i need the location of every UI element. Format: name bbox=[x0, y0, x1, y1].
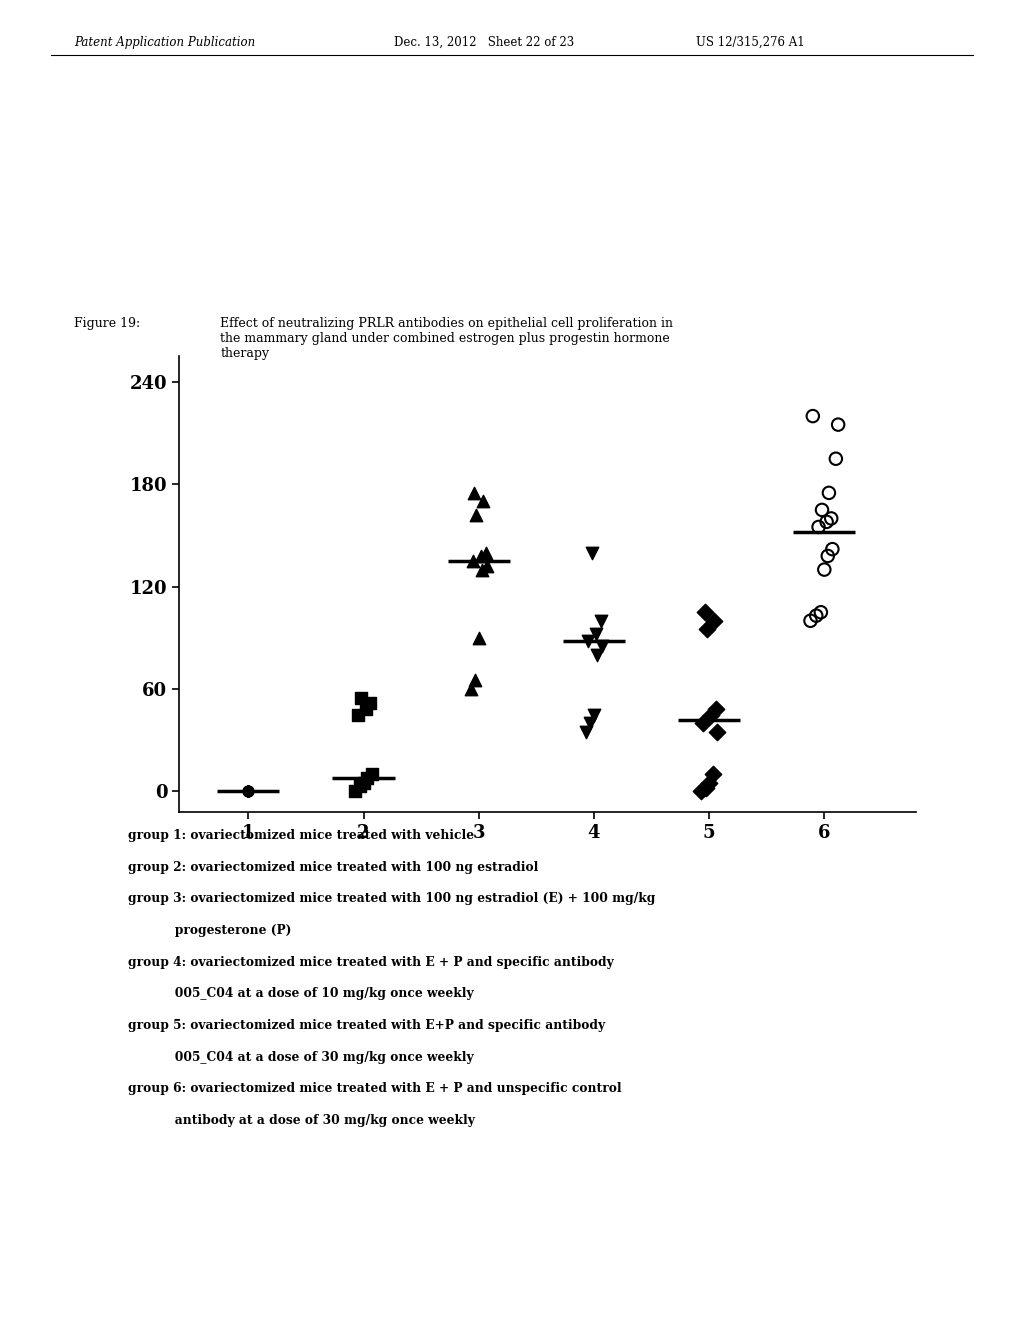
Point bbox=[816, 560, 833, 581]
Text: group 3: ovariectomized mice treated with 100 ng estradiol (E) + 100 mg/kg: group 3: ovariectomized mice treated wit… bbox=[128, 892, 655, 906]
Point bbox=[808, 605, 824, 626]
Point bbox=[820, 482, 837, 503]
Point bbox=[240, 780, 256, 801]
Point bbox=[827, 449, 844, 470]
Point bbox=[478, 556, 495, 577]
Point bbox=[467, 671, 483, 692]
Point bbox=[586, 704, 602, 725]
Point bbox=[706, 610, 722, 631]
Point bbox=[240, 780, 256, 801]
Point bbox=[362, 692, 379, 713]
Point bbox=[466, 482, 482, 503]
Point bbox=[589, 644, 605, 665]
Point bbox=[814, 499, 830, 520]
Point bbox=[473, 545, 489, 566]
Text: progesterone (P): progesterone (P) bbox=[128, 924, 292, 937]
Point bbox=[803, 610, 819, 631]
Text: group 1: ovariectomized mice treated with vehicle: group 1: ovariectomized mice treated wit… bbox=[128, 829, 474, 842]
Point bbox=[240, 780, 256, 801]
Point bbox=[819, 545, 836, 566]
Point bbox=[829, 414, 846, 436]
Text: group 5: ovariectomized mice treated with E+P and specific antibody: group 5: ovariectomized mice treated wit… bbox=[128, 1019, 605, 1032]
Point bbox=[468, 504, 484, 525]
Point bbox=[705, 764, 721, 785]
Point bbox=[349, 704, 366, 725]
Point bbox=[703, 704, 720, 725]
Point bbox=[358, 767, 375, 788]
Point bbox=[240, 780, 256, 801]
Text: antibody at a dose of 30 mg/kg once weekly: antibody at a dose of 30 mg/kg once week… bbox=[128, 1114, 475, 1127]
Point bbox=[240, 780, 256, 801]
Point bbox=[578, 721, 594, 742]
Point bbox=[347, 780, 364, 801]
Point bbox=[594, 636, 610, 657]
Point bbox=[693, 780, 710, 801]
Point bbox=[824, 539, 841, 560]
Point bbox=[823, 508, 840, 529]
Text: group 2: ovariectomized mice treated with 100 ng estradiol: group 2: ovariectomized mice treated wit… bbox=[128, 861, 539, 874]
Point bbox=[475, 491, 492, 512]
Text: 005_C04 at a dose of 30 mg/kg once weekly: 005_C04 at a dose of 30 mg/kg once weekl… bbox=[128, 1051, 474, 1064]
Point bbox=[364, 764, 380, 785]
Point bbox=[240, 780, 256, 801]
Point bbox=[805, 405, 821, 426]
Point bbox=[240, 780, 256, 801]
Point bbox=[588, 624, 604, 645]
Point bbox=[353, 686, 370, 708]
Point bbox=[810, 516, 826, 537]
Text: group 4: ovariectomized mice treated with E + P and specific antibody: group 4: ovariectomized mice treated wit… bbox=[128, 956, 613, 969]
Point bbox=[355, 772, 372, 793]
Point bbox=[695, 713, 712, 734]
Point bbox=[470, 627, 487, 648]
Point bbox=[813, 602, 829, 623]
Point bbox=[696, 602, 713, 623]
Text: Patent Application Publication: Patent Application Publication bbox=[74, 36, 255, 49]
Point bbox=[818, 511, 835, 532]
Text: 005_C04 at a dose of 10 mg/kg once weekly: 005_C04 at a dose of 10 mg/kg once weekl… bbox=[128, 987, 474, 1001]
Point bbox=[463, 678, 479, 700]
Point bbox=[583, 713, 599, 734]
Point bbox=[357, 698, 374, 719]
Point bbox=[700, 772, 717, 793]
Point bbox=[477, 543, 494, 564]
Point bbox=[240, 780, 256, 801]
Point bbox=[352, 776, 369, 797]
Text: group 6: ovariectomized mice treated with E + P and unspecific control: group 6: ovariectomized mice treated wit… bbox=[128, 1082, 622, 1096]
Point bbox=[240, 780, 256, 801]
Point bbox=[697, 777, 714, 799]
Text: Effect of neutralizing PRLR antibodies on epithelial cell proliferation in
the m: Effect of neutralizing PRLR antibodies o… bbox=[220, 317, 673, 360]
Text: Figure 19:: Figure 19: bbox=[74, 317, 140, 330]
Point bbox=[584, 543, 600, 564]
Point bbox=[593, 610, 609, 631]
Point bbox=[240, 780, 256, 801]
Text: Dec. 13, 2012   Sheet 22 of 23: Dec. 13, 2012 Sheet 22 of 23 bbox=[394, 36, 574, 49]
Text: US 12/315,276 A1: US 12/315,276 A1 bbox=[696, 36, 805, 49]
Point bbox=[698, 619, 715, 640]
Point bbox=[709, 721, 725, 742]
Point bbox=[240, 780, 256, 801]
Point bbox=[708, 698, 724, 719]
Point bbox=[465, 550, 481, 572]
Point bbox=[240, 780, 256, 801]
Point bbox=[580, 631, 596, 652]
Point bbox=[474, 560, 490, 581]
